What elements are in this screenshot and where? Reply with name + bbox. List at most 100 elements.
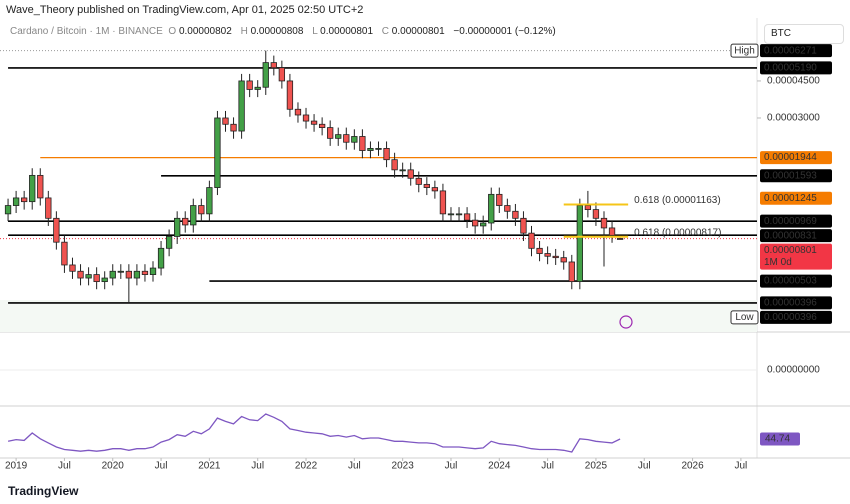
candle-body <box>117 270 124 273</box>
candle-body <box>399 169 406 172</box>
candle-body <box>61 241 68 266</box>
candle-body <box>343 134 350 143</box>
x-tick-label: 2023 <box>392 461 415 472</box>
candle-body <box>262 62 269 88</box>
price-box <box>760 44 832 58</box>
symbol-search[interactable]: BTC <box>764 24 844 44</box>
x-tick-label: 2025 <box>585 461 608 472</box>
extreme-tag-box <box>730 43 759 58</box>
candle-body <box>560 257 567 263</box>
price-box-label: 0.00005190 <box>764 63 817 74</box>
candle-body <box>383 147 390 161</box>
candle-body <box>463 213 471 221</box>
open-value: 0.00000802 <box>178 26 232 37</box>
x-tick-label: 2024 <box>488 461 511 472</box>
price-box-label: 0.00006271 <box>764 45 817 56</box>
candle-body <box>29 174 36 203</box>
volume-band <box>0 300 757 332</box>
price-box-label: 0.00000396 <box>764 312 817 323</box>
candle-body <box>616 238 624 240</box>
candle-body <box>133 270 141 279</box>
candle-body <box>214 117 221 188</box>
price-box <box>760 169 832 183</box>
brand: TradingView <box>8 484 79 498</box>
x-tick-label: 2020 <box>102 461 125 472</box>
x-tick-label: Jul <box>541 461 554 472</box>
candle-body <box>536 247 543 254</box>
candle-body <box>608 227 616 236</box>
candle-body <box>198 205 205 215</box>
price-box-label: 0.00000396 <box>764 298 817 309</box>
candle-body <box>21 197 28 203</box>
countdown: 1M 0d <box>764 257 792 268</box>
candle-body <box>488 193 495 224</box>
candle-body <box>246 80 253 90</box>
price-box-label: 0.00001944 <box>764 152 817 163</box>
candle-body <box>544 253 551 257</box>
candle-body <box>254 86 261 90</box>
candle-body <box>528 232 535 249</box>
candle-body <box>455 213 463 216</box>
rsi-box <box>760 432 800 446</box>
price-box <box>760 191 832 205</box>
candle-body <box>327 127 334 139</box>
candle-body <box>4 205 12 215</box>
x-tick-label: Jul <box>638 461 651 472</box>
candle-body <box>174 217 181 237</box>
rsi-line <box>7 413 621 453</box>
candle-body <box>157 247 165 269</box>
extreme-tag: High <box>734 45 755 56</box>
candle-body <box>447 213 455 216</box>
price-box-label: 0.00001593 <box>764 170 817 181</box>
macd-zero-label: 0.00000000 <box>767 365 820 376</box>
candle-body <box>431 187 439 192</box>
candle-body <box>584 205 592 211</box>
candle-body <box>278 67 286 82</box>
candle-body <box>552 255 559 259</box>
x-tick-label: Jul <box>445 461 458 472</box>
price-box <box>760 214 832 228</box>
extreme-tag-box <box>730 310 759 325</box>
candle-body <box>125 270 133 279</box>
candle-body <box>310 120 318 125</box>
candle-body <box>480 222 487 227</box>
candle-body <box>391 159 398 171</box>
candle-body <box>109 270 116 279</box>
price-box <box>760 61 832 75</box>
candle-body <box>206 187 213 215</box>
candle-body <box>496 193 503 206</box>
price-box <box>760 310 832 324</box>
candles <box>4 50 624 303</box>
rsi-value: 44.74 <box>765 434 790 445</box>
candle-body <box>101 277 108 283</box>
x-tick-label: Jul <box>155 461 168 472</box>
candle-body <box>222 117 229 125</box>
candle-body <box>592 209 600 219</box>
candle-body <box>53 217 60 243</box>
x-tick-label: Jul <box>734 461 747 472</box>
symbol: Cardano / Bitcoin · 1M · BINANCE <box>10 26 163 37</box>
x-tick-label: 2022 <box>295 461 318 472</box>
alert-icon <box>619 315 633 329</box>
high-value: 0.00000808 <box>250 26 304 37</box>
candle-body <box>318 123 326 128</box>
fib-label: 0.618 (0.00001163) <box>634 195 721 206</box>
candle-body <box>520 217 527 234</box>
candle-body <box>270 62 277 69</box>
candle-body <box>351 136 358 143</box>
price-box-label: 0.00000969 <box>764 216 817 227</box>
price-box-label: 0.00000831 <box>764 230 817 241</box>
price-box-label: 0.00000801 <box>764 245 817 256</box>
publisher-line: Wave_Theory published on TradingView.com… <box>6 4 364 16</box>
candle-body <box>69 264 76 272</box>
candle-body <box>600 217 608 229</box>
price-box-label: 0.00000503 <box>764 276 817 287</box>
candle-body <box>294 108 302 116</box>
candle-body <box>407 169 414 179</box>
x-tick-label: 2021 <box>198 461 221 472</box>
symbol-legend: Cardano / Bitcoin · 1M · BINANCE O 0.000… <box>10 26 556 37</box>
price-box <box>760 229 832 243</box>
x-tick-label: Jul <box>251 461 264 472</box>
candle-body <box>85 274 92 279</box>
candle-body <box>165 236 173 249</box>
